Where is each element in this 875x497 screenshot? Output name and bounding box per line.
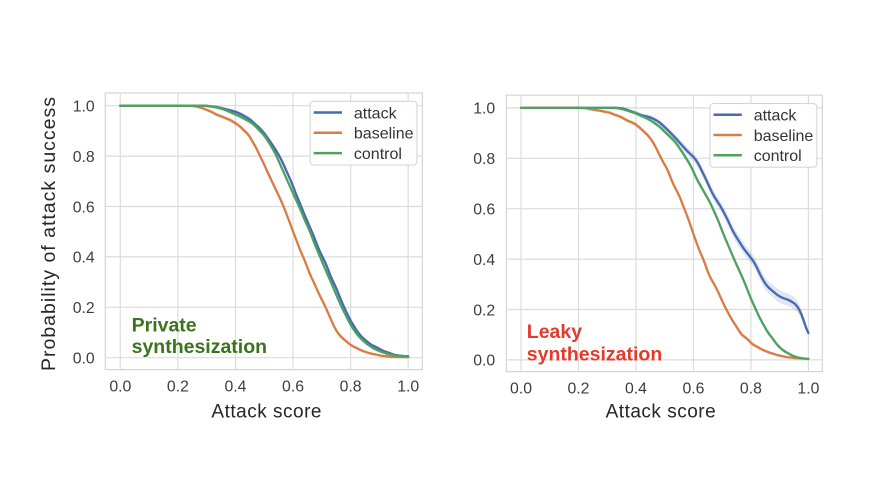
svg-text:0.0: 0.0 <box>510 381 532 398</box>
svg-text:0.8: 0.8 <box>740 381 762 398</box>
svg-text:0.2: 0.2 <box>567 381 589 398</box>
svg-text:attack: attack <box>754 108 798 125</box>
svg-text:0.8: 0.8 <box>340 378 362 395</box>
svg-text:control: control <box>354 146 402 163</box>
svg-text:0.8: 0.8 <box>73 149 95 166</box>
svg-text:Probability of attack success: Probability of attack success <box>38 96 60 371</box>
svg-text:synthesization: synthesization <box>527 343 662 365</box>
svg-text:0.4: 0.4 <box>625 381 647 398</box>
svg-text:0.2: 0.2 <box>73 300 95 317</box>
svg-text:0.6: 0.6 <box>473 202 495 219</box>
svg-text:0.0: 0.0 <box>473 353 495 370</box>
svg-text:Leaky: Leaky <box>527 321 582 343</box>
svg-text:0.0: 0.0 <box>73 351 95 368</box>
svg-text:control: control <box>754 148 802 165</box>
svg-text:1.0: 1.0 <box>397 378 419 395</box>
svg-text:1.0: 1.0 <box>73 99 95 116</box>
svg-text:0.8: 0.8 <box>473 151 495 168</box>
svg-text:0.0: 0.0 <box>109 378 131 395</box>
svg-text:baseline: baseline <box>754 128 814 145</box>
svg-text:0.2: 0.2 <box>167 378 189 395</box>
svg-text:1.0: 1.0 <box>797 381 819 398</box>
svg-text:attack: attack <box>354 105 398 122</box>
svg-text:0.6: 0.6 <box>282 378 304 395</box>
svg-text:0.2: 0.2 <box>473 302 495 319</box>
svg-text:Attack score: Attack score <box>211 401 322 422</box>
svg-text:synthesization: synthesization <box>132 336 267 358</box>
svg-text:1.0: 1.0 <box>473 101 495 118</box>
svg-text:0.6: 0.6 <box>73 199 95 216</box>
svg-text:0.4: 0.4 <box>473 252 495 269</box>
svg-text:Attack score: Attack score <box>606 401 717 422</box>
svg-text:Private: Private <box>132 314 197 336</box>
svg-text:baseline: baseline <box>354 126 414 143</box>
svg-text:0.4: 0.4 <box>224 378 246 395</box>
svg-text:0.6: 0.6 <box>682 381 704 398</box>
svg-text:0.4: 0.4 <box>73 250 95 267</box>
